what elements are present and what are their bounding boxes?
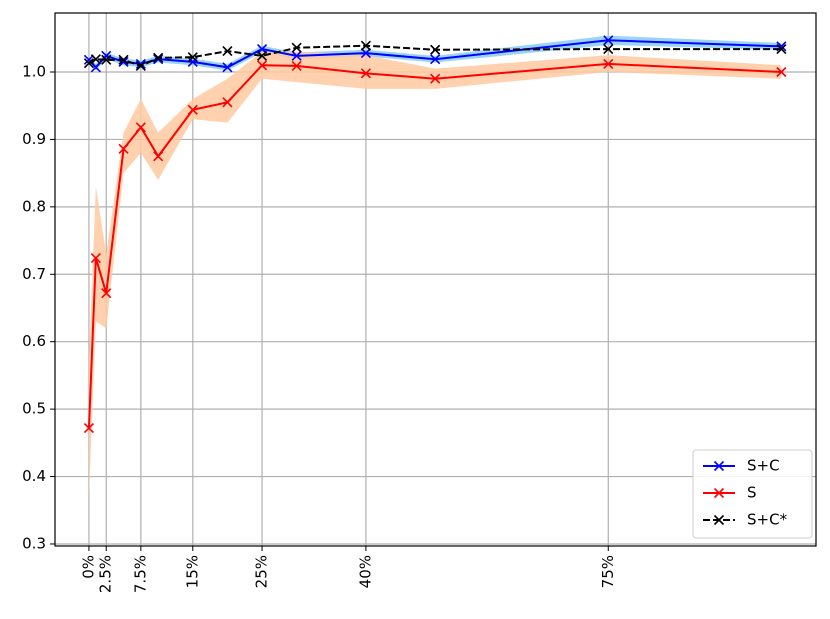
plot-frame — [54, 12, 817, 547]
point-marker — [430, 73, 441, 84]
point-marker — [90, 253, 101, 264]
y-tick-label: 0.3 — [22, 534, 46, 552]
y-tick-label: 0.8 — [22, 197, 46, 215]
point-marker — [118, 54, 129, 65]
point-marker — [222, 97, 233, 108]
legend-label: S+C — [747, 457, 780, 475]
point-marker — [101, 54, 112, 65]
legend-marker — [713, 460, 725, 472]
x-tick-label: 75% — [599, 555, 617, 588]
point-marker — [603, 58, 614, 69]
point-marker — [83, 58, 94, 69]
x-tick-label: 40% — [356, 555, 374, 588]
point-marker — [291, 50, 302, 61]
point-marker — [222, 46, 233, 57]
point-marker — [603, 35, 614, 46]
point-marker — [187, 56, 198, 67]
point-marker — [776, 66, 787, 78]
point-marker — [153, 151, 164, 162]
legend-label: S — [747, 484, 757, 502]
point-marker — [291, 42, 302, 53]
legend-marker — [713, 487, 725, 499]
x-tick-label: 15% — [183, 555, 201, 588]
y-tick-label: 0.5 — [22, 400, 46, 418]
point-marker — [153, 52, 164, 63]
point-marker — [360, 40, 371, 51]
point-marker — [256, 50, 268, 61]
point-marker — [187, 52, 198, 63]
confidence-band — [88, 35, 782, 71]
y-tick-label: 0.9 — [22, 130, 46, 148]
x-tick-label: 2.5% — [97, 555, 115, 593]
point-marker — [291, 60, 302, 71]
point-marker — [603, 44, 614, 55]
y-tick-label: 0.7 — [22, 265, 46, 283]
point-marker — [430, 44, 441, 55]
point-marker — [118, 143, 129, 154]
point-marker — [135, 60, 146, 71]
x-tick-label: 0% — [79, 555, 97, 579]
point-marker — [135, 58, 146, 69]
legend-marker — [713, 514, 725, 526]
point-marker — [360, 48, 371, 59]
legend-label: S+C* — [747, 511, 788, 529]
point-marker — [83, 422, 94, 434]
point-marker — [222, 62, 233, 73]
y-tick-label: 0.6 — [22, 332, 46, 350]
y-tick-label: 0.4 — [22, 467, 46, 485]
point-marker — [360, 68, 371, 79]
point-marker — [101, 288, 112, 299]
legend: S+C S S+C* — [692, 449, 813, 539]
point-marker — [153, 54, 164, 65]
x-tick-label: 7.5% — [131, 555, 149, 593]
point-marker — [187, 104, 198, 115]
point-marker — [430, 54, 441, 65]
series-line — [88, 44, 782, 68]
y-tick-label: 1.0 — [22, 62, 46, 80]
point-marker — [90, 62, 101, 73]
point-marker — [135, 122, 146, 133]
point-marker — [256, 60, 268, 71]
series-line — [87, 62, 782, 429]
point-marker — [90, 54, 101, 65]
point-marker — [776, 44, 787, 55]
x-tick-label: 25% — [253, 555, 271, 588]
